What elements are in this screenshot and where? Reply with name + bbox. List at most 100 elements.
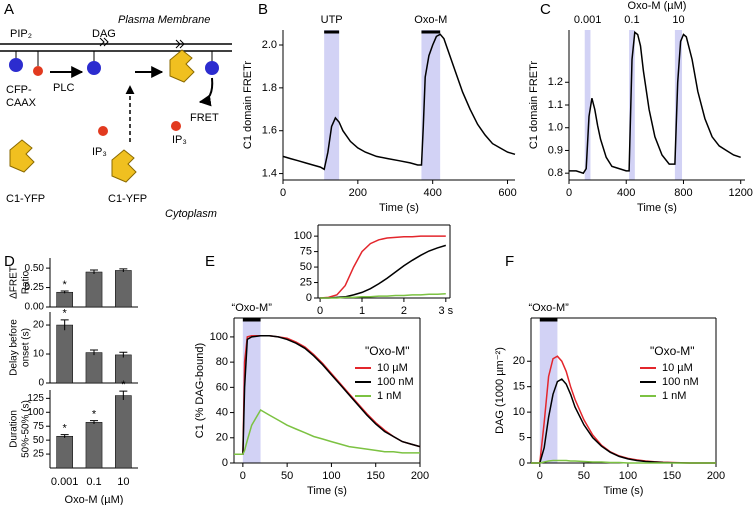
y-tick-label: 60 (216, 381, 228, 393)
x-tick-label: 600 (498, 187, 516, 199)
cfp-label: CAAX (6, 97, 37, 109)
y-tick-label: 100 (27, 407, 44, 418)
y-tick-label: 0 (38, 378, 44, 389)
significance: * (121, 379, 126, 391)
error-bar (90, 269, 98, 274)
series-line (234, 408, 420, 455)
bar (56, 324, 73, 384)
panel-letter: C (540, 1, 551, 18)
c1-yfp (9, 139, 35, 173)
cytoplasm-label: Cytoplasm (165, 208, 217, 220)
y-tick-label: 80 (216, 356, 228, 368)
bar (56, 435, 73, 469)
error-bar (60, 290, 69, 294)
c1-yfp-label: C1-YFP (6, 193, 45, 205)
y-tick-label: 1.2 (548, 76, 563, 88)
error-bar (119, 268, 128, 272)
ip3-label: IP₃ (92, 146, 107, 158)
y-tick-label: 0.8 (548, 167, 563, 179)
legend-label: 1 nM (662, 390, 686, 402)
x-tick-label: 0 (537, 470, 543, 482)
c1-yfp (111, 149, 137, 183)
legend-label: 10 µM (662, 362, 693, 374)
series-line (320, 244, 447, 299)
x-tick-label: 800 (674, 187, 692, 199)
y-tick-label: 100 (210, 331, 228, 343)
bar (115, 395, 132, 469)
series-line (234, 334, 421, 455)
y-tick-label: 5 (519, 431, 525, 443)
x-tick-label: 200 (411, 470, 429, 482)
c1-yfp-label: C1-YFP (108, 193, 147, 205)
pip2-label: PIP₂ (10, 28, 32, 40)
y-axis-label: 50%-50% (s) (21, 400, 32, 458)
panel-letter: D (4, 253, 15, 270)
stimulus-label: 0.1 (624, 14, 639, 26)
bar (85, 352, 103, 384)
error-bar (90, 420, 98, 424)
dag-mark (175, 39, 185, 49)
x-axis-label: Oxo-M (µM) (65, 494, 124, 505)
panel-letter: A (4, 1, 14, 18)
x-axis-label: Time (s) (604, 485, 644, 497)
stimulus-band (584, 30, 591, 180)
stimulus-label: Oxo-M (414, 14, 447, 26)
diagram: A Plasma Membrane PIP₂ DAG CFP- CAAX PLC… (0, 1, 232, 220)
dag-label: DAG (92, 28, 116, 40)
x-tick-label: 0 (566, 187, 572, 199)
y-tick-label: 15 (513, 381, 525, 393)
cfp-circle (9, 58, 23, 72)
stimulus-band (629, 30, 635, 180)
legend-label: 100 nM (377, 376, 414, 388)
dag-mark (99, 37, 109, 47)
y-tick-label: 10 (33, 349, 45, 360)
x-tick-label: 2 (401, 305, 407, 317)
y-tick-label: 0.25 (25, 282, 45, 293)
y-tick-label: 0 (306, 292, 312, 304)
y-tick-label: 125 (27, 393, 44, 404)
y-tick-label: 1.1 (548, 99, 563, 111)
stimulus-label: 10 (672, 14, 684, 26)
y-tick-label: 0.00 (25, 302, 45, 313)
x-tick-label: 400 (617, 187, 635, 199)
pip2-dot (33, 66, 43, 76)
stimulus-label: “Oxo-M” (232, 302, 273, 314)
ip3-dot (98, 126, 108, 136)
y-tick-label: 1.4 (262, 167, 277, 179)
x-tick-label: 400 (423, 187, 441, 199)
stimuli-title: Oxo-M (µM) (628, 0, 687, 12)
y-tick-label: 0 (519, 457, 525, 469)
legend-label: 100 nM (662, 376, 699, 388)
panel-letter: F (505, 253, 514, 270)
error-bar (119, 351, 128, 358)
x-tick-label: 200 (349, 187, 367, 199)
y-axis-label: ΔFRET (9, 266, 20, 299)
ip3-dot (171, 121, 181, 131)
y-tick-label: 25 (300, 276, 312, 288)
membrane-label: Plasma Membrane (118, 14, 210, 26)
y-axis-label: Delay before (9, 319, 20, 376)
x-tick-label: 10 (117, 476, 129, 488)
legend-title: "Oxo-M" (650, 344, 695, 358)
x-tick-label: 3 s (438, 305, 453, 317)
bar (85, 422, 103, 469)
y-tick-label: 1.0 (548, 122, 563, 134)
y-axis-label: onset (s) (21, 328, 32, 367)
x-tick-label: 1 (359, 305, 365, 317)
legend-label: 10 µM (377, 362, 408, 374)
y-tick-label: 75 (33, 421, 45, 432)
series-line (234, 334, 421, 455)
y-tick-label: 10 (513, 406, 525, 418)
y-tick-label: 0 (222, 457, 228, 469)
x-tick-label: 0.1 (86, 476, 101, 488)
y-tick-label: 25 (33, 449, 45, 460)
ip3-label: IP₃ (172, 134, 187, 146)
stimulus-label: “Oxo-M” (528, 302, 569, 314)
y-tick-label: 20 (216, 432, 228, 444)
error-bar (90, 349, 98, 356)
y-tick-label: 0.50 (25, 263, 45, 274)
significance: * (63, 279, 68, 291)
y-axis-label: Duration (9, 410, 20, 448)
y-tick-label: 20 (33, 320, 45, 331)
